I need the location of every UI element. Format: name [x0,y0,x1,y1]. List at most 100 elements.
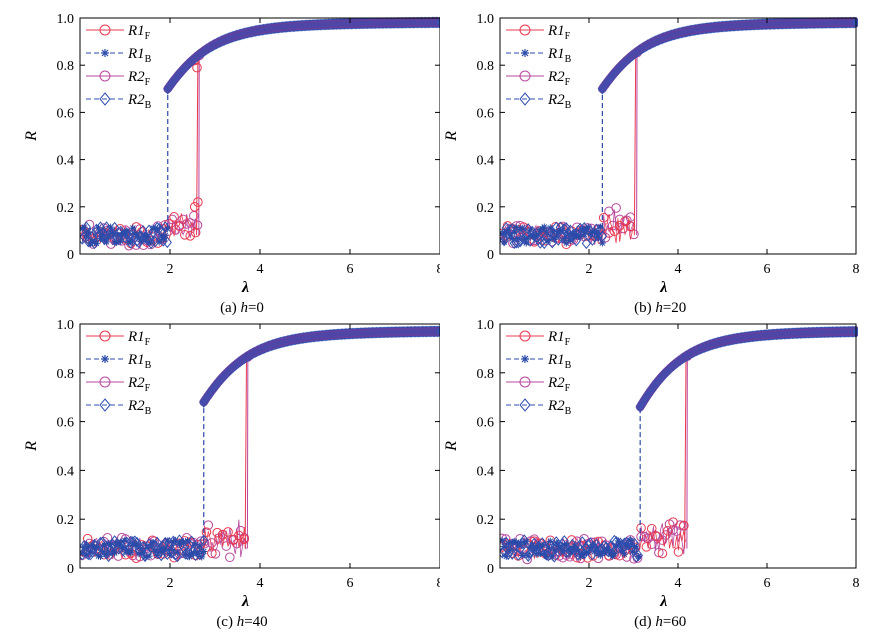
point-R1B [628,548,636,556]
point-R2B [152,221,162,234]
point-R2B [571,234,581,247]
point-R1F [223,527,233,537]
point-R1B [92,544,100,552]
point-R1F [678,520,689,531]
y-tick-label: 1.0 [57,318,75,333]
point-R1B [182,550,190,558]
y-tick-label: 0.2 [477,201,495,216]
point-R2B [557,231,567,244]
x-tick-label: 4 [257,262,264,277]
series-R1B-R2B [500,406,644,563]
jump-line-R1F [633,52,637,236]
legend-marker-star [521,355,529,363]
point-R1B [580,230,588,238]
point-R1B [596,223,604,231]
point-R2B [89,237,100,250]
y-tick-label: 0 [67,562,74,577]
legend: R1F R1B R2F R2B [86,23,152,111]
point-R2F [611,203,621,213]
point-R1F [212,527,223,538]
point-R1B [560,235,568,243]
x-tick-label: 4 [675,262,682,277]
legend-marker-star [101,355,109,363]
point-R1B [504,226,512,234]
y-tick-label: 0 [487,248,494,263]
point-R1F [180,230,190,240]
point-R1B [141,553,149,561]
chart-panel-4: 00.20.40.60.81.02 4 6 8λR(d) h=60R1FR1BR2FR… [443,318,860,630]
point-R1B [127,238,135,246]
legend-label: R2F [127,69,151,88]
point-R2F [199,538,210,549]
series-sync-branch [163,16,440,95]
y-axis-label: R [23,441,40,452]
x-axis-label: λ [659,593,667,610]
legend-label: R2B [127,398,152,417]
point-R1B [80,549,86,557]
x-tick-label: 2 [167,576,174,591]
point-R2B [503,548,513,561]
y-axis-label: R [443,131,460,142]
point-R2F [614,214,625,225]
point-R1B [606,549,614,557]
point-R2B [523,223,533,235]
y-tick-label: 1.0 [477,12,495,27]
legend-label: R2B [547,92,572,111]
point-R1B [153,225,161,233]
point-R2B [126,535,136,548]
point-R1B [117,237,125,245]
point-R2F [221,541,232,551]
point-R1F [652,531,662,542]
legend-marker-star [101,49,109,57]
point-R1B [504,539,512,547]
series-sync-branch [635,325,858,413]
point-R2F [149,536,160,546]
point-R1B [96,552,104,560]
plot-area [80,16,440,251]
point-R1B [82,231,90,239]
x-axis-label: λ [241,593,249,610]
chart-panel-1: 0 0.2 0.4 0.6 0.8 1.0 2 4 6 8 λ R (a) h=0 R1F R1B R2F R2… [23,12,440,316]
point-R1B [125,239,133,247]
point-R1F [190,227,201,238]
point-R1F [657,548,668,559]
legend-marker-star [521,49,529,57]
point-R1B [109,230,117,238]
point-R2F [210,549,221,559]
point-R2B [587,234,597,246]
point-R1B [598,239,606,247]
point-R2B [633,549,644,562]
point-R1B [564,230,572,238]
y-tick-label: 0.4 [477,464,495,479]
point-R1B [536,226,544,234]
point-R1B [546,224,554,232]
jump-line-R1F [196,55,199,236]
y-tick-label: 1.0 [57,12,75,27]
point-R1B [143,232,151,240]
point-R1B [84,228,92,236]
point-R2B [507,548,517,560]
x-tick-label: 8 [437,576,441,591]
y-tick-label: 0.2 [477,513,495,528]
point-R1B [618,547,626,555]
point-R1F [189,202,200,212]
legend-label: R2B [547,398,572,417]
point-R2F [225,552,235,563]
point-R1B [127,549,135,557]
legend-marker-circle [99,376,111,388]
point-R2F [622,552,632,562]
point-R2B [545,539,555,552]
legend-label: R1B [547,46,572,65]
point-R1B [500,542,508,550]
point-R2F [203,520,214,530]
point-R1B [568,229,576,237]
point-R1B [84,543,92,551]
point-R1B [556,544,564,552]
point-R1B [558,547,566,555]
point-R1B [562,239,570,247]
point-R1B [113,238,121,246]
point-R1B [192,540,200,548]
legend: R1F R1B R2F R2B [506,329,572,417]
point-R1B [196,542,204,550]
legend-label: R1F [127,329,151,348]
